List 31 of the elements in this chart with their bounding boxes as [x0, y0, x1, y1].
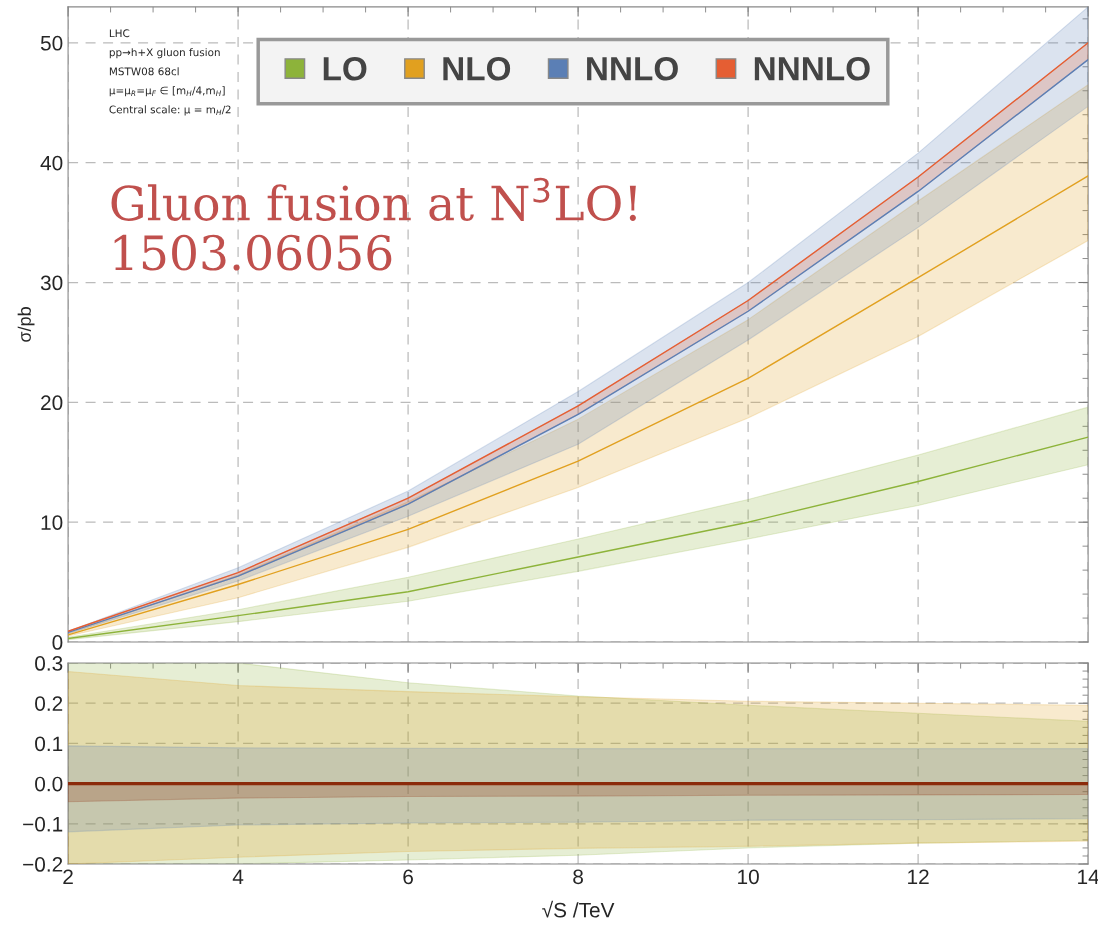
- text: μ=μ$_{R}$=μ$_{F}$ ∈ [m$_{H}$/4,m$_{H}$]: [109, 86, 225, 97]
- y-axis-title: σ/pb: [17, 307, 35, 342]
- y-tick-label: −0.1: [23, 816, 63, 832]
- y-tick-label: 0: [52, 635, 63, 650]
- legend-label: NNNLO: [754, 56, 870, 81]
- annotation: MSTW08 68cl: [109, 67, 179, 76]
- y-tick-label: 0.2: [35, 696, 63, 711]
- y-tick-label: 0.1: [35, 736, 63, 752]
- annotation: LHC: [109, 29, 130, 38]
- y-tick-label: 30: [40, 275, 63, 291]
- x-tick-label: 10: [738, 869, 759, 885]
- x-tick-label: 2: [63, 869, 73, 884]
- x-axis-title: √S /TeV: [542, 900, 615, 918]
- y-tick-label: −0.2: [23, 857, 63, 872]
- line-series: [68, 175, 1089, 636]
- y-tick-label: 20: [41, 395, 63, 411]
- y-tick-label: 0.3: [35, 656, 63, 671]
- y-tick-label: 0.0: [35, 776, 63, 792]
- annotation: Central scale: μ = m$_{H}$/2: [109, 105, 231, 116]
- annotation: pp→h+X gluon fusion: [109, 48, 220, 59]
- text: Gluon fusion at N$^{3}$LO! 1503.06056: [111, 177, 636, 271]
- legend-label: NNLO: [587, 56, 678, 81]
- x-tick-label: 6: [403, 869, 413, 885]
- x-tick-label: 12: [908, 869, 929, 884]
- y-tick-label: 40: [40, 155, 63, 171]
- y-tick-label: 10: [41, 515, 63, 530]
- x-tick-label: 4: [232, 869, 244, 884]
- legend-label: LO: [323, 56, 367, 81]
- x-tick-label: 8: [573, 869, 583, 885]
- y-tick-label: 50: [40, 35, 63, 51]
- legend-label: NLO: [443, 56, 511, 81]
